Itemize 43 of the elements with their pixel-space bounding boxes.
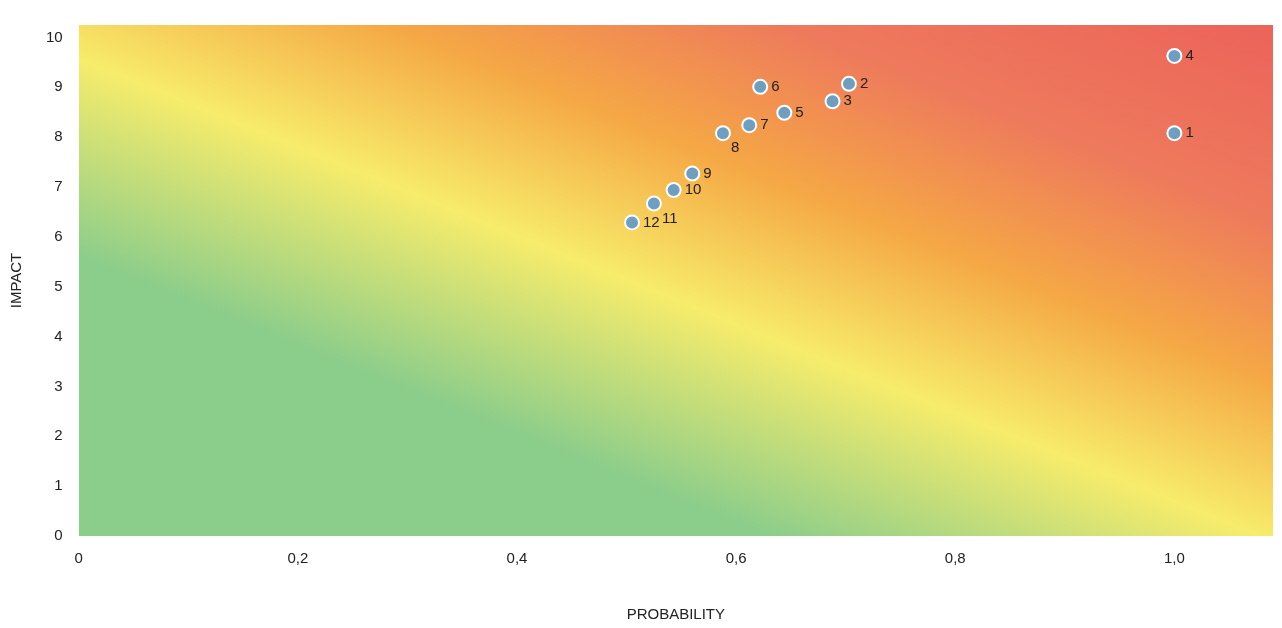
point [840, 75, 857, 92]
annotation: 4 [1185, 46, 1194, 64]
annotation: 3 [843, 91, 852, 109]
y-tick-label: 0 [54, 526, 63, 544]
y-tick-label: 1 [54, 476, 63, 494]
annotation: 2 [859, 73, 869, 91]
y-tick-label: 10 [46, 27, 63, 45]
annotation: 7 [760, 115, 769, 133]
point [1166, 47, 1183, 64]
y-tick-label: 8 [54, 127, 63, 145]
y-tick-label: 5 [54, 276, 63, 294]
point [624, 214, 641, 231]
annotation: 5 [795, 102, 804, 120]
x-tick-label: 0,4 [506, 549, 528, 567]
point [824, 93, 841, 110]
annotation: 9 [703, 163, 712, 181]
x-tick-label: 0,6 [725, 549, 747, 567]
annotation: 10 [684, 180, 702, 198]
point [714, 125, 731, 142]
point [752, 78, 769, 95]
point [741, 117, 758, 134]
annotation: 6 [771, 76, 780, 94]
y-tick-label: 6 [54, 227, 63, 245]
annotation: 8 [730, 138, 740, 156]
point [776, 104, 793, 121]
y-axis-title: IMPACT [7, 252, 25, 309]
annotation: 1 [1185, 123, 1194, 141]
y-tick-label: 2 [54, 426, 63, 444]
x-tick-label: 0 [74, 549, 83, 567]
x-axis-title: PROBABILITY [626, 605, 726, 623]
y-tick-label: 7 [54, 177, 63, 195]
y-tick-label: 4 [54, 326, 63, 344]
y-tick-label: 9 [54, 77, 63, 95]
annotation: 11 [661, 208, 678, 226]
annotation: 12 [643, 212, 660, 230]
point [645, 195, 662, 212]
point [1166, 125, 1183, 142]
y-tick-label: 3 [54, 376, 63, 394]
x-tick-label: 0,2 [287, 549, 309, 567]
point [684, 165, 701, 182]
x-tick-label: 1,0 [1163, 549, 1185, 567]
x-tick-label: 0,8 [944, 549, 966, 567]
point [665, 182, 682, 199]
